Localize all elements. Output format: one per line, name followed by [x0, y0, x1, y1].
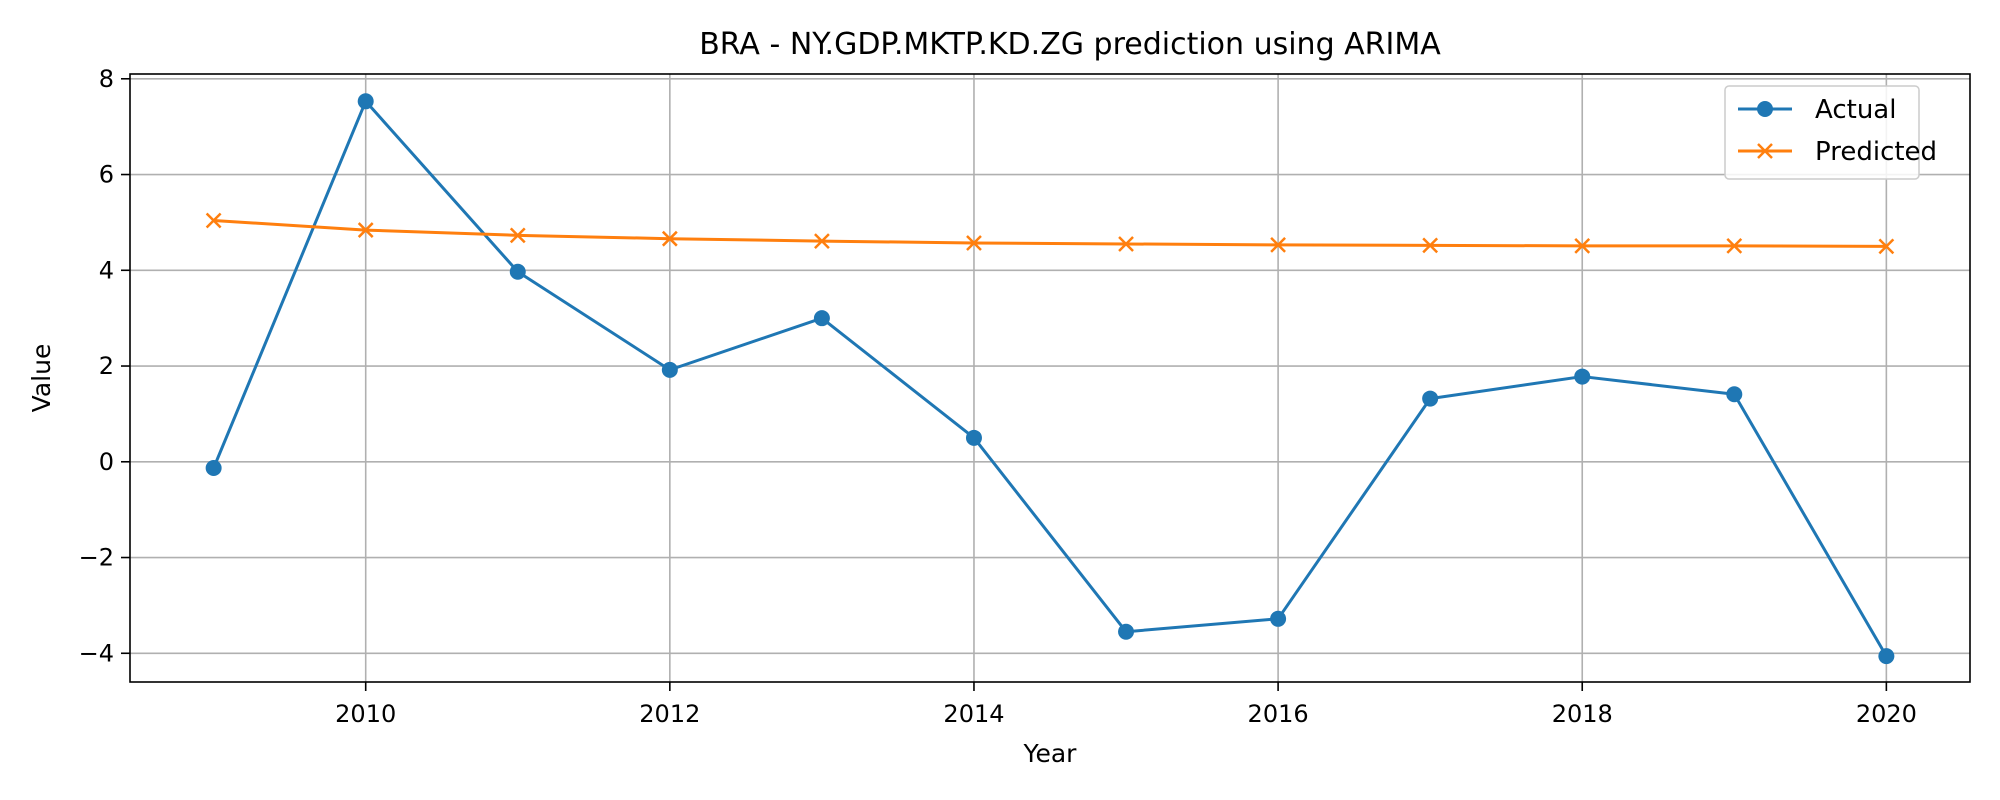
- data-point-predicted: [205, 212, 222, 229]
- y-tick-label: 2: [99, 352, 114, 380]
- series-line-predicted: [213, 218, 1887, 248]
- data-point-predicted: [814, 233, 830, 249]
- grid: [130, 74, 1970, 682]
- y-tick-label: 6: [99, 161, 114, 189]
- x-marker-stroke: [1422, 237, 1439, 254]
- x-axis-ticks: 2010 2012 2014 2016 2018 2020: [335, 682, 1917, 728]
- x-tick-label: 2016: [1248, 700, 1309, 728]
- x-tick-label: 2014: [943, 700, 1004, 728]
- y-tick-label: 0: [99, 448, 114, 476]
- data-point-actual: [1878, 648, 1895, 665]
- data-point-actual: [1270, 610, 1287, 627]
- data-point-actual: [205, 460, 222, 477]
- x-axis-label: Year: [1023, 739, 1078, 768]
- x-marker-stroke: [1574, 237, 1591, 254]
- data-point-actual: [661, 361, 678, 378]
- legend-predicted-marker: [1757, 143, 1773, 159]
- data-point-actual: [813, 310, 830, 327]
- x-marker-stroke: [509, 227, 526, 244]
- data-point-predicted: [1574, 237, 1591, 254]
- plot-frame: [129, 73, 1971, 683]
- chart-title: BRA - NY.GDP.MKTP.KD.ZG prediction using…: [699, 27, 1441, 62]
- x-marker-stroke: [205, 212, 222, 229]
- legend-actual-marker: [1757, 101, 1773, 117]
- y-axis-label: Value: [27, 344, 56, 413]
- data-point-actual: [1118, 623, 1135, 640]
- data-point-predicted: [1118, 236, 1134, 252]
- x-marker-stroke: [1118, 236, 1134, 252]
- x-tick-label: 2018: [1552, 700, 1613, 728]
- y-tick-label: 8: [99, 65, 114, 93]
- data-point-actual: [1726, 386, 1743, 403]
- plot-series: [205, 93, 1895, 665]
- y-tick-label: 4: [99, 256, 114, 284]
- x-marker-stroke: [1726, 237, 1743, 254]
- data-point-predicted: [1270, 237, 1286, 253]
- data-point-actual: [965, 429, 982, 446]
- x-tick-label: 2020: [1856, 700, 1917, 728]
- y-axis-ticks: −4 −2 0 2 4 6 8: [79, 65, 130, 667]
- y-tick-label: −4: [79, 639, 114, 667]
- y-tick-label: −2: [79, 544, 114, 572]
- data-point-actual: [509, 263, 526, 280]
- data-point-predicted: [661, 230, 678, 247]
- x-marker-stroke: [1270, 237, 1286, 253]
- x-marker-stroke: [1878, 238, 1895, 255]
- data-point-actual: [1574, 368, 1591, 385]
- legend-actual-label: Actual: [1815, 95, 1896, 125]
- x-tick-label: 2012: [639, 700, 700, 728]
- data-point-predicted: [509, 227, 526, 244]
- legend: Actual Predicted: [1724, 85, 1937, 180]
- data-point-predicted: [1726, 237, 1743, 254]
- data-point-predicted: [357, 222, 374, 238]
- series-line-actual: [212, 99, 1888, 657]
- legend-predicted-label: Predicted: [1815, 137, 1937, 167]
- x-marker-stroke: [814, 233, 830, 249]
- x-marker-stroke: [966, 235, 982, 251]
- x-tick-label: 2010: [335, 700, 396, 728]
- data-point-actual: [357, 93, 374, 110]
- x-marker-stroke: [661, 230, 678, 247]
- data-point-predicted: [966, 235, 982, 251]
- data-point-predicted: [1422, 237, 1439, 254]
- data-point-predicted: [1878, 238, 1895, 255]
- data-point-actual: [1422, 390, 1439, 407]
- x-marker-stroke: [357, 222, 374, 238]
